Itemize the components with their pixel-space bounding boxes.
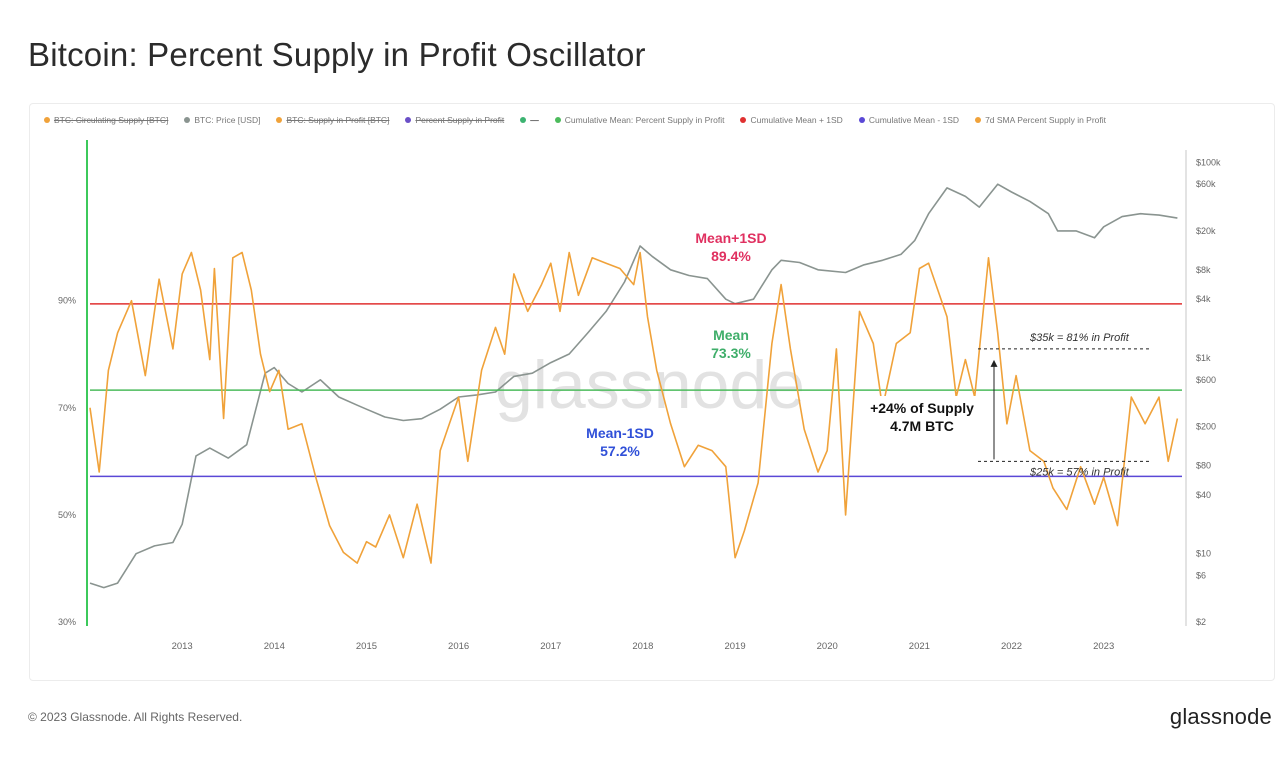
x-tick-label: 2018 (632, 641, 653, 652)
x-tick-label: 2015 (356, 641, 377, 652)
y-right-tick-label: $2 (1196, 617, 1206, 627)
annotation-25k-label: $25k = 57% in Profit (1029, 466, 1130, 478)
legend-dot-icon (405, 117, 412, 123)
legend-item-mean-minus-1sd[interactable]: Cumulative Mean - 1SD (858, 115, 959, 125)
legend-item-cumulative-mean[interactable]: Cumulative Mean: Percent Supply in Profi… (554, 115, 724, 125)
reference-label-value: 73.3% (711, 345, 751, 361)
chart-card (29, 103, 1275, 681)
y-right-tick-label: $4k (1196, 294, 1211, 304)
legend-item-supply-in-profit[interactable]: BTC: Supply in Profit [BTC] (276, 115, 389, 125)
y-right-tick-label: $200 (1196, 421, 1216, 431)
x-tick-label: 2022 (1001, 641, 1022, 652)
x-tick-label: 2017 (540, 641, 561, 652)
x-tick-label: 2016 (448, 641, 469, 652)
annotation-supply-box (858, 396, 986, 438)
legend-dot-icon (44, 117, 50, 123)
y-left-tick-label: 50% (58, 510, 76, 520)
watermark-text: glassnode (495, 347, 805, 423)
legend-item-percent-supply-in-profit[interactable]: Percent Supply in Profit (405, 115, 504, 125)
x-tick-label: 2020 (817, 641, 838, 652)
y-left-tick-label: 30% (58, 617, 76, 627)
x-tick-label: 2023 (1093, 641, 1114, 652)
x-tick-label: 2014 (264, 641, 285, 652)
annotation-supply-line1: +24% of Supply (870, 400, 974, 416)
brand-logo: glassnode (1169, 704, 1272, 729)
legend-dot-icon (975, 117, 982, 123)
reference-label-title: Mean (713, 327, 749, 343)
annotation-arrow-head-icon (990, 359, 998, 367)
reference-label-title: Mean+1SD (695, 230, 766, 246)
y-right-tick-label: $40 (1196, 490, 1211, 500)
y-right-tick-label: $600 (1196, 375, 1216, 385)
legend-item-7d-sma[interactable]: 7d SMA Percent Supply in Profit (975, 115, 1106, 125)
y-right-tick-label: $20k (1196, 226, 1216, 236)
annotation-supply-line2: 4.7M BTC (890, 418, 954, 434)
x-tick-label: 2019 (724, 641, 745, 652)
reference-label-title: Mean-1SD (586, 425, 654, 441)
y-right-tick-label: $100k (1196, 158, 1221, 168)
annotation-35k-label: $35k = 81% in Profit (1029, 332, 1130, 344)
y-right-tick-label: $80 (1196, 460, 1211, 470)
y-right-tick-label: $1k (1196, 353, 1211, 363)
x-tick-label: 2021 (909, 641, 930, 652)
page-title: Bitcoin: Percent Supply in Profit Oscill… (28, 36, 646, 73)
legend-item-btc-price[interactable]: BTC: Price [USD] (184, 115, 260, 125)
legend-dot-icon (554, 117, 561, 123)
legend-dot-icon (520, 117, 527, 123)
legend-item-dash[interactable]: — (520, 115, 539, 125)
sma-percent-supply-line (89, 251, 1179, 564)
y-right-tick-label: $6 (1196, 570, 1206, 580)
btc-price-line (89, 183, 1178, 589)
y-left-tick-label: 70% (58, 403, 76, 413)
y-right-tick-label: $10 (1196, 549, 1211, 559)
legend-item-circulating-supply[interactable]: BTC: Circulating Supply [BTC] (44, 115, 168, 125)
y-right-tick-label: $60k (1196, 179, 1216, 189)
legend-dot-icon (276, 117, 283, 123)
legend-dot-icon (858, 117, 865, 123)
y-left-tick-label: 90% (58, 296, 76, 306)
chart-legend: BTC: Circulating Supply [BTC] BTC: Price… (44, 112, 1264, 128)
reference-label-value: 57.2% (600, 443, 640, 459)
y-right-tick-label: $8k (1196, 265, 1211, 275)
legend-item-mean-plus-1sd[interactable]: Cumulative Mean + 1SD (740, 115, 843, 125)
legend-dot-icon (184, 117, 191, 123)
x-tick-label: 2013 (172, 641, 193, 652)
reference-label-value: 89.4% (711, 248, 751, 264)
legend-dot-icon (740, 117, 747, 123)
copyright-footer: © 2023 Glassnode. All Rights Reserved. (28, 710, 243, 724)
